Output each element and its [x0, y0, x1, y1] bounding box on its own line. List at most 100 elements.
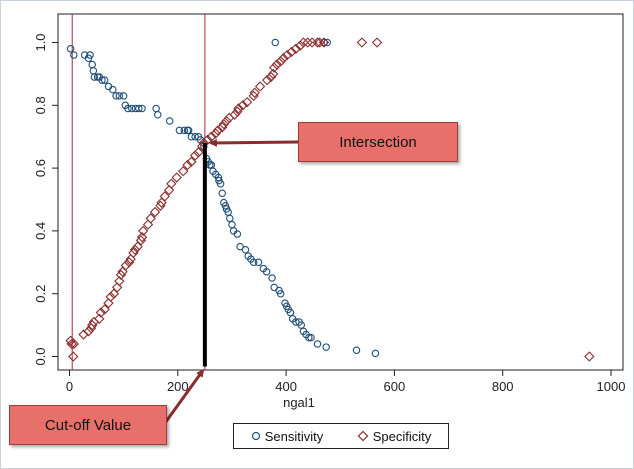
callout-arrows	[163, 138, 299, 424]
legend-label-specificity: Specificity	[372, 428, 432, 444]
sensitivity-point	[86, 51, 94, 59]
specificity-point	[278, 53, 289, 64]
sensitivity-point	[154, 110, 162, 119]
specificity-point	[290, 43, 302, 54]
sensitivity-point	[320, 38, 328, 47]
specificity-point	[193, 147, 204, 158]
sensitivity-point	[216, 180, 225, 188]
specificity-point	[155, 200, 166, 211]
sensitivity-point	[115, 92, 124, 100]
specificity-point	[269, 62, 280, 73]
specificity-point	[232, 106, 243, 117]
sensitivity-point	[128, 104, 136, 113]
specificity-point	[120, 260, 131, 271]
specificity-point	[218, 118, 230, 130]
specificity-point	[135, 235, 147, 246]
legend: Sensitivity Specificity	[233, 423, 449, 449]
specificity-point	[99, 304, 110, 315]
intersection-arrow	[208, 138, 299, 147]
sensitivity-point	[138, 104, 146, 113]
specificity-point	[318, 37, 330, 48]
sensitivity-point	[214, 173, 223, 182]
intersection-label: Intersection	[339, 133, 417, 151]
specificity-point	[210, 128, 221, 139]
y-tick-label: 1.0	[33, 33, 48, 51]
y-tick-label: 0.2	[33, 285, 48, 303]
sensitivity-point	[226, 214, 234, 223]
y-tick-label: 0.4	[33, 222, 48, 240]
sensitivity-point	[180, 126, 189, 135]
sensitivity-point	[371, 349, 380, 358]
sensitivity-point	[313, 340, 322, 348]
specificity-point	[267, 68, 279, 80]
specificity-point	[282, 49, 293, 61]
specificity-point	[221, 115, 232, 127]
sensitivity-point	[100, 76, 109, 84]
specificity-point	[237, 100, 248, 111]
specificity-point	[137, 225, 149, 237]
specificity-point	[189, 150, 201, 161]
sensitivity-point	[135, 104, 143, 113]
specificity-point	[171, 172, 182, 183]
specificity-point	[248, 90, 259, 102]
specificity-point	[129, 244, 141, 255]
sensitivity-point	[236, 242, 244, 251]
specificity-point	[229, 109, 240, 120]
sensitivity-point	[322, 343, 330, 351]
sensitivity-point	[271, 38, 280, 47]
specificity-point	[584, 351, 595, 362]
sensitivity-point	[233, 230, 242, 238]
specificity-point	[241, 96, 253, 108]
sensitivity-point	[90, 73, 99, 81]
sensitivity-point	[98, 76, 106, 84]
y-tick-label: 0.6	[33, 159, 48, 177]
intersection-callout: Intersection	[298, 122, 458, 162]
specificity-point	[302, 37, 313, 48]
x-axis-label: ngal1	[283, 395, 315, 410]
specificity-point	[68, 338, 80, 350]
specificity-point	[149, 206, 161, 218]
sensitivity-point	[241, 245, 250, 254]
sensitivity-point	[352, 346, 361, 354]
specificity-point	[103, 297, 114, 309]
specificity-point	[95, 307, 107, 318]
specificity-point	[145, 213, 156, 224]
specificity-point	[68, 351, 79, 362]
specificity-point	[295, 40, 306, 51]
specificity-point	[178, 166, 189, 177]
diamond-marker-icon	[357, 430, 369, 442]
data-points	[65, 37, 595, 362]
specificity-point	[78, 329, 89, 340]
sensitivity-point	[175, 126, 184, 135]
sensitivity-point	[286, 308, 295, 317]
y-axis-ticks: 0.0 0.2 0.4 0.6 0.8 1.0	[33, 33, 58, 366]
cutoff-arrow	[163, 368, 205, 424]
y-tick-label: 0.8	[33, 96, 48, 114]
sensitivity-point	[276, 289, 285, 298]
specificity-point	[275, 56, 286, 67]
plot-area	[57, 13, 624, 371]
sensitivity-point	[191, 132, 199, 141]
specificity-point	[271, 59, 283, 70]
specificity-point	[249, 87, 260, 98]
specificity-point	[66, 338, 77, 350]
sensitivity-point	[165, 117, 174, 125]
specificity-point	[94, 313, 105, 324]
x-tick-label: 200	[167, 379, 189, 394]
sensitivity-point	[70, 51, 78, 59]
specificity-point	[83, 326, 94, 337]
specificity-point	[114, 275, 125, 287]
legend-item-specificity: Specificity	[357, 428, 432, 444]
sensitivity-point	[268, 274, 276, 282]
specificity-point	[166, 178, 177, 189]
x-tick-label: 0	[66, 379, 73, 394]
x-tick-label: 1000	[597, 379, 626, 394]
specificity-point	[314, 37, 325, 48]
x-tick-label: 800	[492, 379, 514, 394]
sensitivity-point	[124, 104, 132, 113]
cutoff-label: Cut-off Value	[44, 416, 132, 434]
specificity-point	[371, 37, 383, 48]
sensitivity-point	[221, 202, 230, 210]
sensitivity-point	[66, 45, 75, 53]
